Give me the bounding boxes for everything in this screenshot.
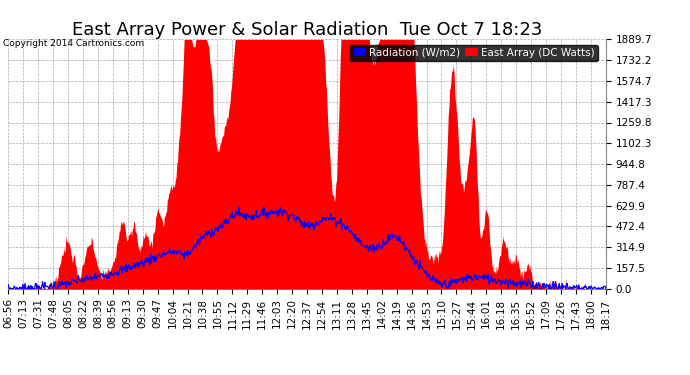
Title: East Array Power & Solar Radiation  Tue Oct 7 18:23: East Array Power & Solar Radiation Tue O… [72,21,542,39]
Legend: Radiation (W/m2), East Array (DC Watts): Radiation (W/m2), East Array (DC Watts) [350,45,598,61]
Text: Copyright 2014 Cartronics.com: Copyright 2014 Cartronics.com [3,39,145,48]
